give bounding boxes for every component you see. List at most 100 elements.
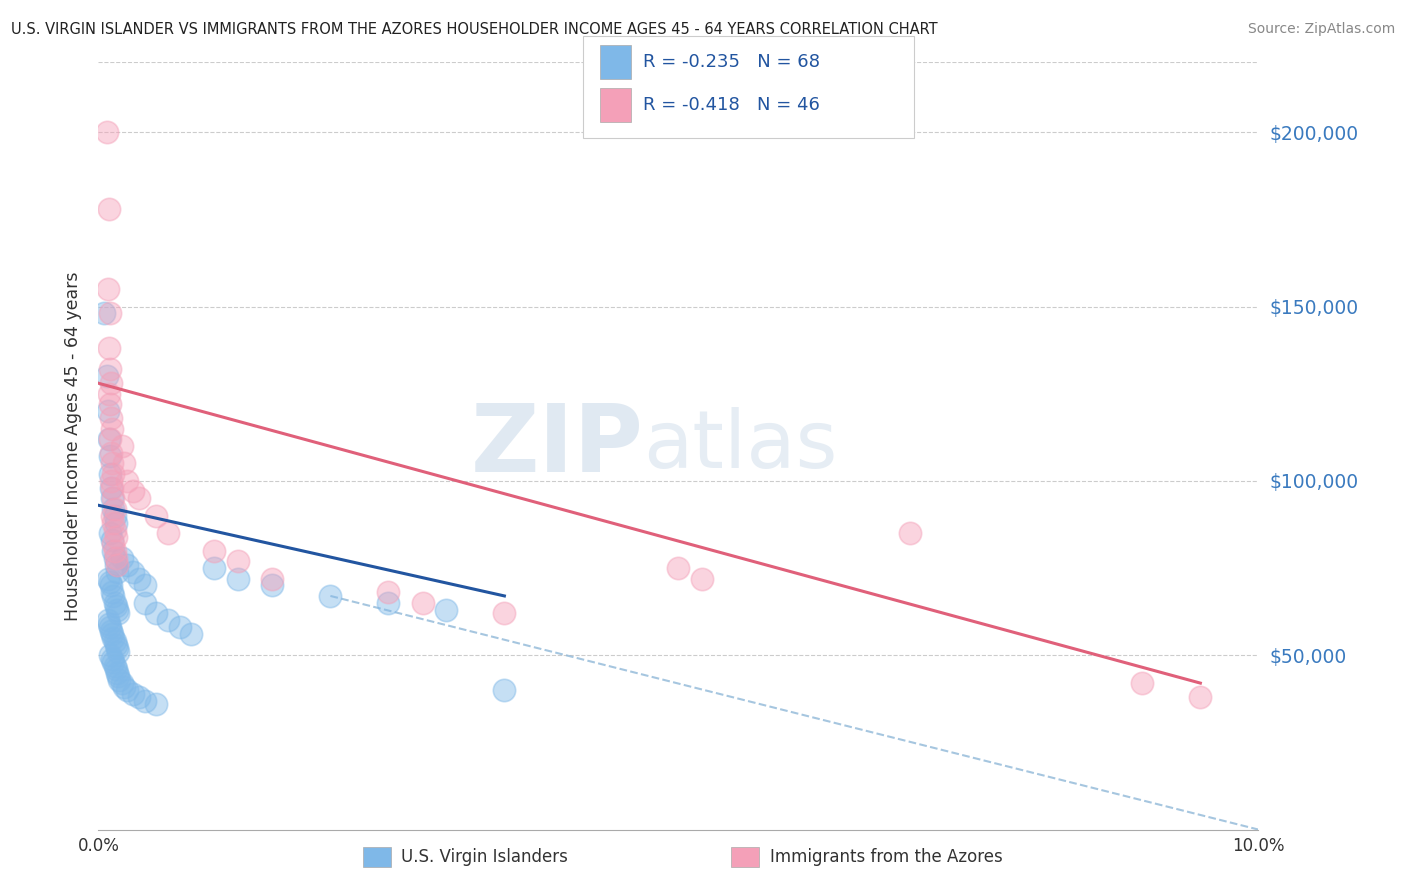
Point [98, 574, 121, 589]
Text: R = -0.418   N = 46: R = -0.418 N = 46 [643, 96, 820, 114]
Point [100, 446, 122, 460]
Point [104, 523, 127, 537]
Point [103, 631, 125, 645]
Point [98, 467, 121, 481]
Point [111, 676, 132, 690]
Point [117, 683, 139, 698]
Point [104, 662, 127, 676]
Point [666, 561, 689, 575]
Point [103, 501, 125, 516]
Point [101, 585, 124, 599]
Point [104, 596, 127, 610]
Point [101, 533, 124, 548]
Text: U.S. Virgin Islanders: U.S. Virgin Islanders [401, 848, 568, 866]
Point [104, 550, 127, 565]
Text: Immigrants from the Azores: Immigrants from the Azores [770, 848, 1004, 866]
Point [98, 526, 121, 541]
Point [169, 620, 191, 634]
Text: Source: ZipAtlas.com: Source: ZipAtlas.com [1247, 22, 1395, 37]
Point [145, 508, 167, 523]
Point [101, 627, 124, 641]
Point [900, 526, 922, 541]
Point [97, 202, 120, 216]
Point [100, 411, 122, 425]
Point [226, 554, 249, 568]
Point [100, 578, 122, 592]
Point [1130, 676, 1153, 690]
Point [111, 439, 132, 453]
Point [145, 697, 167, 711]
Point [101, 421, 124, 435]
Point [112, 457, 135, 471]
Point [412, 596, 434, 610]
Point [100, 474, 122, 488]
Point [103, 589, 125, 603]
Point [100, 376, 122, 391]
Point [112, 680, 135, 694]
Point [157, 526, 180, 541]
Point [226, 572, 249, 586]
Point [97, 432, 120, 446]
Point [111, 550, 132, 565]
Point [96, 369, 118, 384]
Point [103, 536, 125, 550]
Point [494, 607, 516, 621]
Point [104, 530, 127, 544]
Point [97, 282, 120, 296]
Point [128, 572, 150, 586]
Point [157, 613, 180, 627]
Point [100, 624, 122, 638]
Point [104, 550, 127, 565]
Point [122, 565, 145, 579]
Point [103, 543, 125, 558]
Point [319, 589, 342, 603]
Point [104, 658, 127, 673]
Point [105, 603, 128, 617]
Point [97, 404, 120, 418]
Point [98, 306, 121, 320]
Point [105, 558, 128, 572]
Point [108, 673, 131, 687]
Point [98, 620, 121, 634]
Point [103, 655, 125, 669]
Point [104, 558, 127, 572]
Point [134, 578, 156, 592]
Point [104, 638, 127, 652]
Point [107, 607, 129, 621]
Point [103, 516, 125, 530]
Point [93, 306, 115, 320]
Point [97, 572, 120, 586]
Point [1189, 690, 1212, 704]
Point [101, 508, 124, 523]
Point [98, 450, 121, 464]
Point [134, 693, 156, 707]
Point [377, 596, 399, 610]
Text: R = -0.235   N = 68: R = -0.235 N = 68 [643, 54, 820, 71]
Point [100, 481, 122, 495]
Point [101, 457, 124, 471]
Text: ZIP: ZIP [471, 400, 644, 492]
Point [98, 648, 121, 663]
Point [104, 543, 127, 558]
Point [117, 474, 139, 488]
Point [101, 481, 124, 495]
Point [101, 651, 124, 665]
Point [103, 491, 125, 506]
Point [97, 613, 120, 627]
Point [98, 397, 121, 411]
Point [97, 616, 120, 631]
Point [107, 645, 129, 659]
Y-axis label: Householder Income Ages 45 - 64 years: Householder Income Ages 45 - 64 years [63, 271, 82, 621]
Point [128, 491, 150, 506]
Point [128, 690, 150, 704]
Point [97, 386, 120, 401]
Point [122, 687, 145, 701]
Point [97, 342, 120, 356]
Text: U.S. VIRGIN ISLANDER VS IMMIGRANTS FROM THE AZORES HOUSEHOLDER INCOME AGES 45 - : U.S. VIRGIN ISLANDER VS IMMIGRANTS FROM … [11, 22, 938, 37]
Point [494, 683, 516, 698]
Point [122, 484, 145, 499]
Point [690, 572, 713, 586]
Point [104, 599, 127, 614]
Point [204, 561, 226, 575]
Point [98, 432, 121, 446]
